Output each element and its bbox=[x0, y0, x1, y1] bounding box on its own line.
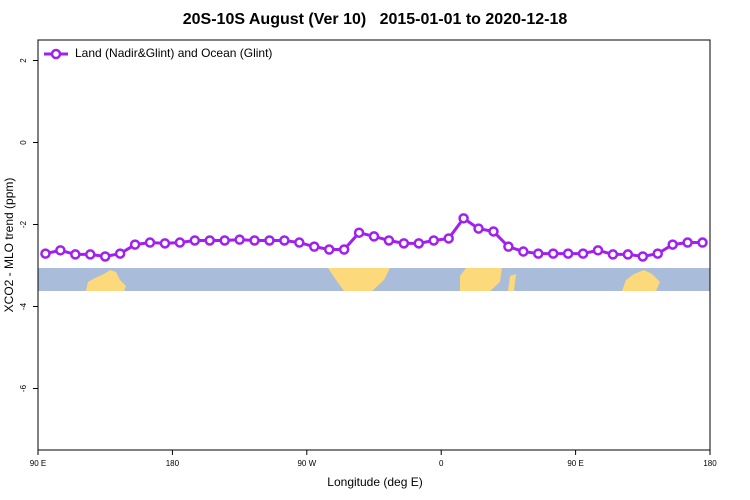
data-point bbox=[473, 223, 484, 234]
data-point bbox=[383, 235, 395, 246]
data-point bbox=[294, 237, 305, 248]
data-point bbox=[592, 245, 604, 256]
data-point bbox=[234, 234, 245, 245]
x-tick-label: 180 bbox=[703, 459, 717, 468]
data-point bbox=[219, 235, 230, 246]
data-point bbox=[488, 226, 499, 237]
data-point bbox=[607, 249, 619, 260]
data-point bbox=[264, 235, 275, 246]
data-point bbox=[413, 238, 425, 249]
data-point bbox=[279, 235, 290, 246]
data-point bbox=[129, 239, 141, 250]
y-axis-label: XCO2 - MLO trend (ppm) bbox=[2, 178, 16, 313]
data-point bbox=[189, 235, 201, 246]
legend-marker bbox=[50, 48, 62, 60]
x-tick-label: 0 bbox=[439, 459, 444, 468]
data-point bbox=[40, 248, 51, 259]
x-tick-label: 90 W bbox=[297, 459, 316, 468]
data-point bbox=[323, 244, 335, 255]
data-point bbox=[174, 237, 186, 248]
data-point bbox=[637, 251, 649, 262]
data-point bbox=[518, 246, 529, 257]
x-tick-label: 90 E bbox=[567, 459, 583, 468]
data-point bbox=[353, 227, 365, 238]
y-tick-label: -2 bbox=[19, 220, 28, 228]
data-point bbox=[577, 248, 589, 259]
data-point bbox=[249, 235, 260, 246]
y-tick-label: -6 bbox=[19, 384, 28, 392]
y-tick-label: -4 bbox=[19, 302, 28, 310]
x-axis-label: Longitude (deg E) bbox=[327, 475, 422, 489]
data-point bbox=[70, 249, 81, 260]
data-point bbox=[85, 249, 96, 260]
data-point bbox=[697, 237, 708, 248]
x-tick-label: 90 E bbox=[30, 459, 46, 468]
data-point bbox=[159, 238, 171, 249]
data-point bbox=[114, 248, 126, 259]
data-point bbox=[99, 251, 111, 262]
data-point bbox=[458, 213, 469, 224]
data-point bbox=[368, 231, 380, 242]
data-point bbox=[682, 237, 693, 248]
data-point bbox=[547, 248, 559, 259]
y-tick-label: 2 bbox=[19, 58, 28, 63]
chart-title: 20S-10S August (Ver 10) 2015-01-01 to 20… bbox=[183, 11, 568, 28]
data-point bbox=[398, 238, 410, 249]
data-point bbox=[309, 241, 320, 252]
x-tick-label: 180 bbox=[166, 459, 180, 468]
data-point bbox=[428, 235, 439, 246]
data-point bbox=[667, 239, 678, 250]
data-point bbox=[144, 237, 156, 248]
data-point bbox=[338, 244, 350, 255]
data-point bbox=[622, 249, 634, 260]
data-point bbox=[652, 248, 663, 259]
data-point bbox=[503, 241, 514, 252]
data-point bbox=[443, 233, 454, 244]
data-point bbox=[204, 235, 215, 246]
y-tick-label: 0 bbox=[19, 140, 28, 145]
data-point bbox=[533, 248, 544, 259]
data-point bbox=[55, 245, 66, 256]
data-point bbox=[562, 248, 574, 259]
map-strip bbox=[38, 268, 710, 291]
plot-frame bbox=[37, 39, 711, 451]
legend-label: Land (Nadir&Glint) and Ocean (Glint) bbox=[75, 46, 272, 60]
